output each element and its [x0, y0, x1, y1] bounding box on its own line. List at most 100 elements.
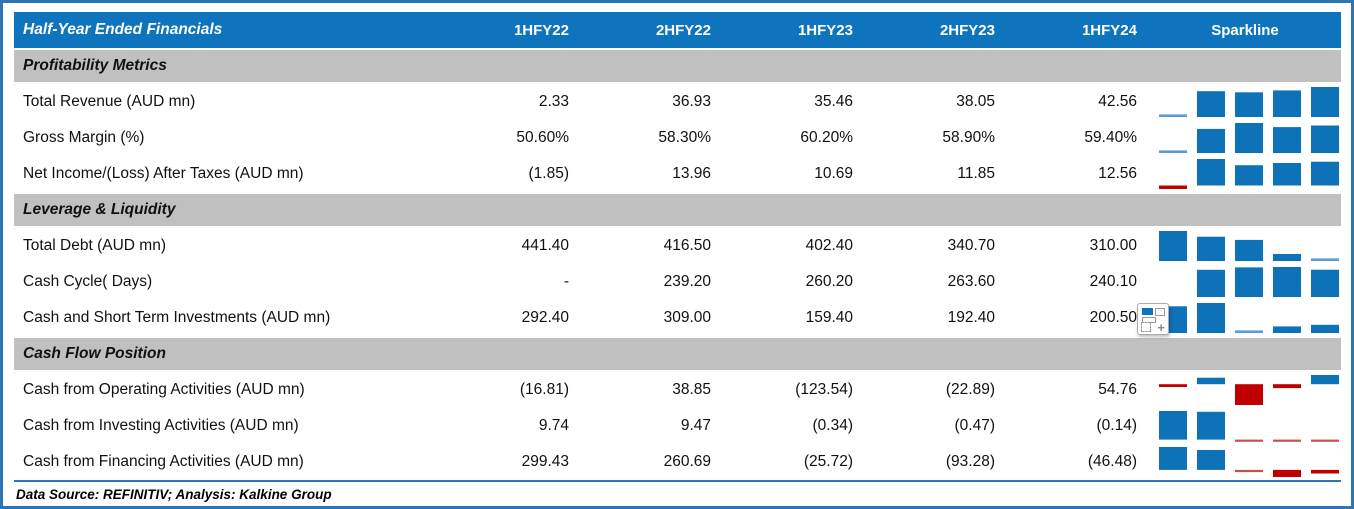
- plus-icon: +: [1157, 320, 1165, 335]
- value-cell: 13.96: [672, 165, 711, 182]
- sparkline: [1149, 372, 1341, 408]
- spark-bar: [1273, 267, 1301, 297]
- value-cell: 11.85: [957, 165, 995, 182]
- spark-bar: [1235, 384, 1263, 405]
- spark-bar: [1235, 439, 1263, 442]
- value-cell: 12.56: [1098, 165, 1137, 182]
- quick-analysis-icon-dashed-cell: [1141, 322, 1151, 332]
- value-cell: (0.14): [1096, 417, 1138, 434]
- sparkline-chart: [1159, 411, 1339, 442]
- quick-analysis-icon[interactable]: +: [1137, 303, 1169, 335]
- table-row: Cash and Short Term Investments (AUD mn)…: [14, 300, 1341, 336]
- value-cell: 9.74: [538, 417, 569, 434]
- row-label: Gross Margin (%): [23, 129, 145, 146]
- value-cell: 192.40: [947, 309, 995, 326]
- table-row: Total Revenue (AUD mn) 2.33 36.93 35.46 38.0…: [14, 84, 1341, 120]
- spark-bar: [1273, 163, 1301, 186]
- value-cell: 35.46: [814, 93, 853, 110]
- value-cell: 60.20%: [800, 129, 853, 146]
- row-label: Cash from Investing Activities (AUD mn): [23, 417, 299, 434]
- spark-bar: [1311, 125, 1339, 153]
- value-cell: (93.28): [945, 453, 995, 470]
- spark-bar: [1159, 185, 1187, 189]
- spark-bar: [1235, 123, 1263, 153]
- spark-bar: [1197, 91, 1225, 117]
- spark-bar: [1273, 469, 1301, 477]
- spark-bar: [1273, 254, 1301, 261]
- value-cell: (22.89): [945, 381, 995, 398]
- value-cell: 59.40%: [1084, 129, 1137, 146]
- spark-bar: [1159, 114, 1187, 117]
- value-cell: 2.33: [538, 93, 569, 110]
- sparkline: [1149, 228, 1341, 264]
- spark-bar: [1311, 87, 1339, 117]
- row-label: Cash Cycle( Days): [23, 273, 153, 290]
- sparkline-chart: [1159, 231, 1339, 261]
- value-cell: 239.20: [663, 273, 711, 290]
- value-cell: 9.47: [680, 417, 711, 434]
- sparkline-chart: [1197, 267, 1339, 297]
- spark-bar: [1159, 150, 1187, 153]
- sparkline: +: [1137, 300, 1341, 336]
- table-body: Profitability Metrics Total Revenue (AUD …: [14, 50, 1341, 480]
- spark-bar: [1311, 269, 1339, 297]
- value-cell: 10.69: [814, 165, 853, 182]
- section-header: Leverage & Liquidity: [14, 194, 1341, 226]
- spark-bar: [1235, 165, 1263, 186]
- value-cell: 292.40: [521, 309, 569, 326]
- value-cell: 54.76: [1098, 381, 1137, 398]
- column-header-2hfy22: 2HFY22: [655, 21, 711, 39]
- value-cell: 240.10: [1089, 273, 1137, 290]
- sparkline-chart: [1159, 375, 1339, 405]
- spark-bar: [1273, 90, 1301, 117]
- sparkline: [1149, 120, 1341, 156]
- sparkline-chart: [1159, 159, 1339, 189]
- sparkline-column-header: Sparkline: [1211, 21, 1279, 39]
- value-cell: (0.47): [954, 417, 996, 434]
- table-row: Cash from Financing Activities (AUD mn) 2…: [14, 444, 1341, 480]
- column-header-1hfy24: 1HFY24: [1081, 21, 1137, 39]
- value-cell: (25.72): [803, 453, 853, 470]
- sparkline: [1149, 84, 1341, 120]
- value-cell: 263.60: [947, 273, 995, 290]
- spark-bar: [1197, 269, 1225, 297]
- row-label: Cash and Short Term Investments (AUD mn): [23, 309, 331, 326]
- row-label: Cash from Operating Activities (AUD mn): [23, 381, 305, 398]
- value-cell: 402.40: [805, 237, 853, 254]
- spark-bar: [1311, 258, 1339, 261]
- row-label: Total Debt (AUD mn): [23, 237, 166, 254]
- section-header: Cash Flow Position: [14, 338, 1341, 370]
- spark-bar: [1197, 411, 1225, 440]
- spark-bar: [1197, 303, 1225, 333]
- spark-bar: [1197, 128, 1225, 153]
- spark-bar: [1197, 159, 1225, 186]
- sparkline: [1149, 408, 1341, 444]
- value-cell: 340.70: [947, 237, 995, 254]
- sparkline-chart: [1159, 87, 1339, 117]
- table-row: Cash from Investing Activities (AUD mn) 9…: [14, 408, 1341, 444]
- spark-bar: [1311, 161, 1339, 186]
- row-label: Total Revenue (AUD mn): [23, 93, 196, 110]
- spark-bar: [1197, 450, 1225, 470]
- spark-bar: [1311, 469, 1339, 474]
- table-title: Half-Year Ended Financials: [23, 21, 223, 38]
- value-cell: 309.00: [663, 309, 711, 326]
- value-cell: 416.50: [663, 237, 711, 254]
- value-cell: 260.69: [663, 453, 711, 470]
- column-header-2hfy23: 2HFY23: [939, 21, 995, 39]
- table-row: Gross Margin (%) 50.60% 58.30% 60.20% 58.90%…: [14, 120, 1341, 156]
- row-label: Cash from Financing Activities (AUD mn): [23, 453, 304, 470]
- value-cell: -: [563, 273, 569, 290]
- sparkline-chart: [1159, 303, 1339, 333]
- sparkline: [1149, 156, 1341, 192]
- table-row: Cash from Operating Activities (AUD mn) (…: [14, 372, 1341, 408]
- sparkline-chart: [1159, 123, 1339, 153]
- financial-table: Half-Year Ended Financials 1HFY22 2HFY22…: [14, 12, 1341, 502]
- section-header: Profitability Metrics: [14, 50, 1341, 82]
- value-cell: 36.93: [672, 93, 711, 110]
- spark-bar: [1235, 239, 1263, 261]
- row-label: Net Income/(Loss) After Taxes (AUD mn): [23, 165, 304, 182]
- value-cell: 441.40: [521, 237, 569, 254]
- spark-bar: [1273, 439, 1301, 442]
